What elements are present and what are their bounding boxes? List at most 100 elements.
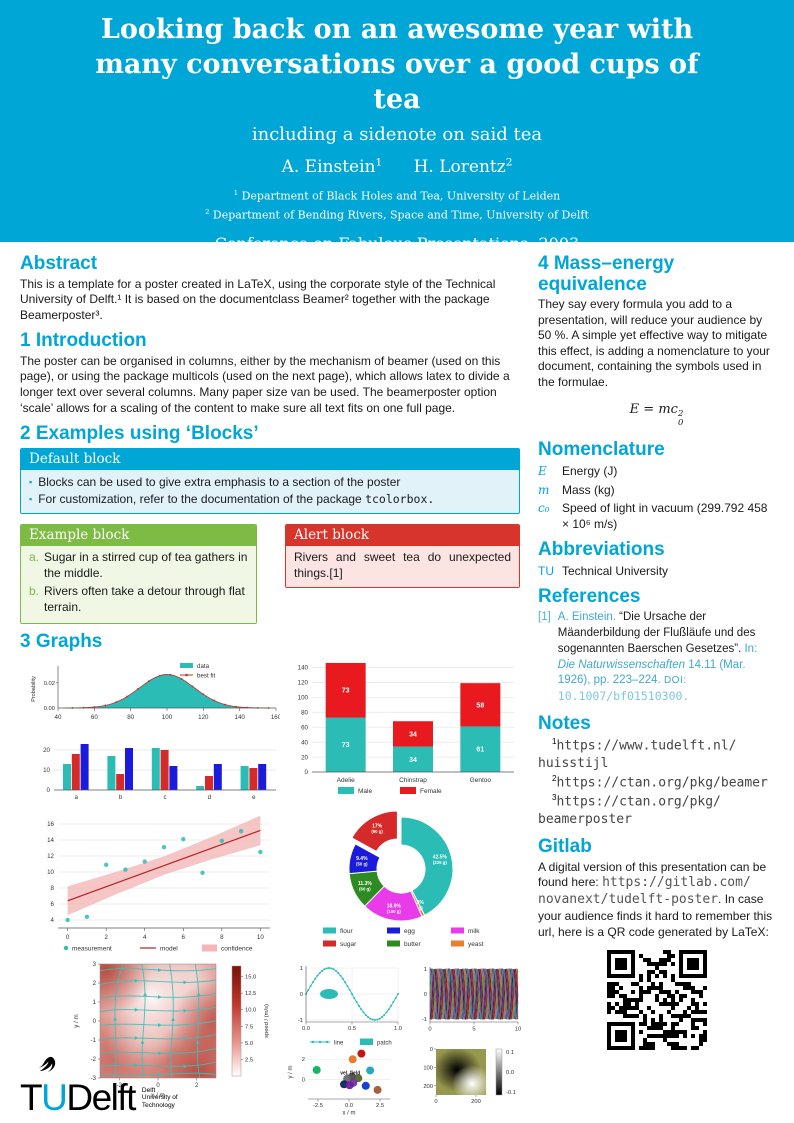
svg-text:0.0: 0.0 [506,1070,514,1076]
svg-text:100: 100 [298,695,309,702]
svg-text:2: 2 [104,934,108,941]
svg-text:2.5: 2.5 [376,1103,384,1109]
reference-item: [1] A. Einstein. “Die Ursache der Mäande… [538,610,758,704]
svg-text:100: 100 [423,1066,433,1072]
svg-text:model: model [160,946,178,953]
svg-text:(50 g): (50 g) [356,862,368,867]
svg-text:34: 34 [409,757,417,764]
author-1: A. Einstein1 [281,156,383,177]
note-2-link[interactable]: https://ctan.org/pkg/beamer [556,775,768,791]
heading-notes: Notes [538,713,591,735]
svg-text:0.5: 0.5 [348,1026,356,1032]
svg-text:12.5: 12.5 [245,991,256,997]
svg-text:3: 3 [93,962,97,968]
svg-text:measurement: measurement [72,946,112,953]
svg-text:1.0: 1.0 [394,1026,402,1032]
svg-text:14: 14 [47,838,54,845]
svg-text:200: 200 [471,1099,481,1105]
heading-introduction: 1 Introduction [20,330,147,352]
svg-text:0.1: 0.1 [506,1050,514,1056]
svg-text:(225 g): (225 g) [433,860,447,865]
default-block-title: Default block [21,448,519,470]
heading-mass-energy: 4 Mass–energy equivalence [538,253,675,295]
svg-text:0: 0 [428,1027,431,1033]
svg-text:Female: Female [420,788,442,795]
svg-text:1: 1 [424,967,427,973]
svg-text:x / m: x / m [343,1111,356,1116]
chart-distribution: 40 60 80 100 120 140 160 0.00 0.02 Probability dat… [28,656,280,730]
graphs-area: 40 60 80 100 120 140 160 0.00 0.02 Probability dat… [20,654,522,1116]
svg-text:34: 34 [409,732,417,739]
svg-text:line: line [334,1041,344,1047]
svg-text:milk: milk [468,928,480,935]
note-3: 3https://ctan.org/pkg/beamerposter [538,792,721,828]
svg-text:vel. field: vel. field [340,1071,360,1077]
svg-text:120: 120 [298,680,309,687]
svg-text:15.0: 15.0 [245,975,256,981]
author-2: H. Lorentz2 [413,156,513,177]
svg-text:60: 60 [91,714,98,721]
svg-text:6: 6 [51,902,55,909]
svg-text:0.9%: 0.9% [412,900,424,906]
chart-regression: 4 6 8 10 12 14 16 0 2 4 6 8 10 measurement model confid… [30,810,277,958]
svg-text:40: 40 [55,714,62,721]
svg-text:2.5: 2.5 [245,1058,253,1064]
doi-link[interactable]: 10.1007/bf01510300. [557,689,690,704]
svg-text:(60 g): (60 g) [359,887,371,892]
svg-text:0.0: 0.0 [302,1026,310,1032]
svg-text:5.0: 5.0 [245,1041,253,1047]
svg-text:-2: -2 [91,1057,97,1063]
chart-phase-sines: 0 5 10 1 0 -1 [412,962,522,1041]
poster-title: Looking back on an awesome year with man… [95,14,699,116]
nomenclature-entry: E Energy (J) [538,463,618,478]
gitlab-link[interactable]: https://gitlab.com/novanext/tudelft-post… [538,875,751,908]
svg-text:(100 g): (100 g) [387,909,401,914]
svg-text:-1: -1 [422,1017,427,1023]
chart-gaussian-image: 0 100 200 0 200 0.1 0.0 -0.1 [410,1045,525,1115]
svg-text:120: 120 [198,714,209,721]
svg-text:10: 10 [43,768,50,775]
note-2: 2https://ctan.org/pkg/beamer [552,773,768,791]
heading-references: References [538,586,641,608]
note-1-link[interactable]: https://www.tudelft.nl/huisstijl [538,737,737,771]
svg-text:0.02: 0.02 [44,681,55,687]
svg-text:0: 0 [424,992,427,998]
block-row: Example block a. Sugar in a stirred cup o… [20,524,520,624]
svg-text:a: a [74,794,78,801]
svg-text:8: 8 [51,886,55,893]
svg-text:60: 60 [301,725,308,732]
svg-text:4: 4 [51,918,55,925]
svg-text:20: 20 [301,755,308,762]
alert-block-title: Alert block [286,525,519,547]
svg-text:1: 1 [93,1000,97,1006]
svg-text:0: 0 [93,1019,97,1025]
svg-text:c: c [163,794,166,801]
svg-text:0: 0 [156,1083,160,1089]
introduction-text: The poster can be organised in columns, … [20,353,510,415]
mass-energy-formula: E = mc 2 0 [629,401,684,428]
svg-text:8: 8 [220,934,224,941]
note-3-link[interactable]: https://ctan.org/pkg/beamerposter [538,794,721,828]
svg-text:-2: -2 [117,1083,123,1089]
poster-header: Looking back on an awesome year with man… [0,0,794,253]
svg-text:x / m: x / m [151,1092,164,1099]
tu-delft-flame-icon [38,1056,56,1072]
svg-text:40: 40 [301,740,308,747]
gitlab-text: A digital version of this presentation c… [538,859,773,939]
svg-text:-1: -1 [91,1038,97,1044]
svg-text:73: 73 [342,688,350,695]
svg-text:y / m: y / m [73,1015,80,1028]
affiliation-2: 2 Department of Bending Rivers, Space an… [205,207,589,222]
abstract-text: This is a template for a poster created … [20,276,496,322]
svg-text:7.5: 7.5 [245,1025,253,1031]
svg-text:10: 10 [47,870,54,877]
svg-text:11.3%: 11.3% [358,881,372,887]
chart-line-patch: 0.0 0.5 1.0 1 0 -1 line patch [286,960,406,1050]
svg-text:42.5%: 42.5% [433,855,448,861]
heading-nomenclature: Nomenclature [538,439,665,461]
svg-text:0: 0 [47,788,51,795]
svg-text:2: 2 [93,981,97,987]
svg-text:speed / (m/s): speed / (m/s) [264,1004,270,1038]
svg-text:17%: 17% [372,824,383,830]
svg-text:yeast: yeast [468,941,484,948]
